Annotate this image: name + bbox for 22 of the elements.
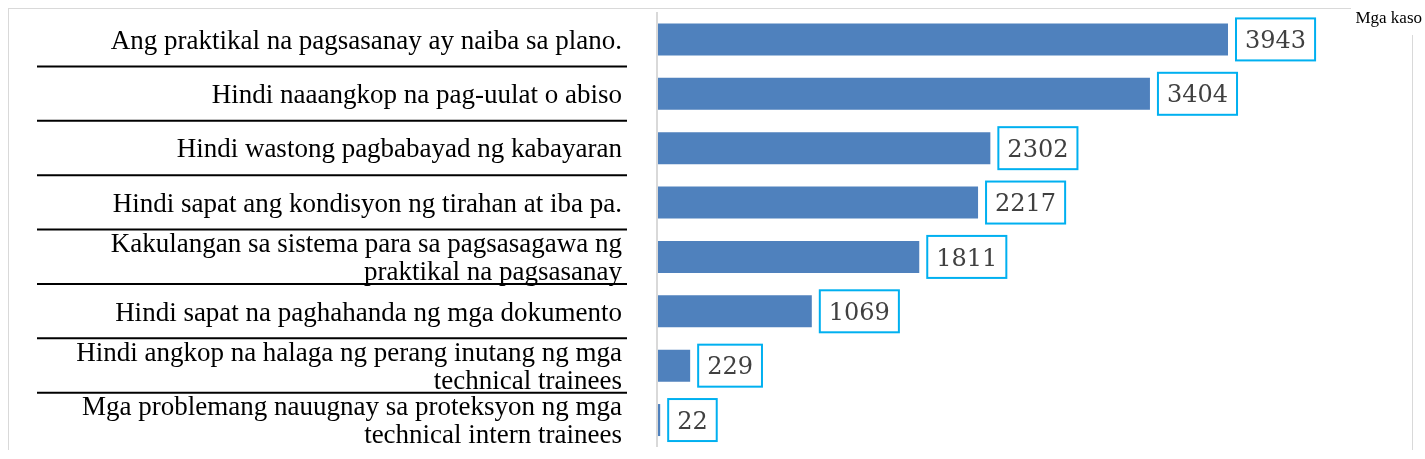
bar (657, 240, 920, 273)
bar (657, 132, 991, 165)
y-tick-label: Kakulangan sa sistema para sa pagsasagawa ng praktikal na pagsasanay (110, 228, 623, 287)
data-label: 2302 (1007, 134, 1069, 163)
y-tick-label: Hindi sapat ang kondisyon ng tirahan at iba pa. (112, 187, 622, 218)
y-tick-label: Hindi naaangkop na pag-uulat o abiso (211, 79, 622, 110)
data-label: 3404 (1166, 80, 1229, 109)
bar (657, 295, 812, 328)
bar (657, 186, 979, 219)
data-label: 22 (677, 406, 708, 435)
data-label: 229 (707, 352, 753, 381)
data-label: 1069 (828, 297, 890, 326)
text: Mga kaso (1355, 7, 1422, 29)
data-label: 3943 (1245, 26, 1307, 55)
y-tick-label: Ang praktikal na pagsasanay ay naiba sa plano. (110, 24, 622, 55)
y-tick-label: Hindi wastong pagbabayad ng kabayaran (176, 133, 623, 164)
bar (657, 349, 691, 382)
bar (657, 77, 1150, 110)
data-label: 2217 (995, 189, 1057, 218)
bar (657, 23, 1228, 56)
data-label: 1811 (936, 243, 998, 272)
y-tick-label: Hindi sapat na paghahanda ng mga dokumento (115, 296, 622, 327)
